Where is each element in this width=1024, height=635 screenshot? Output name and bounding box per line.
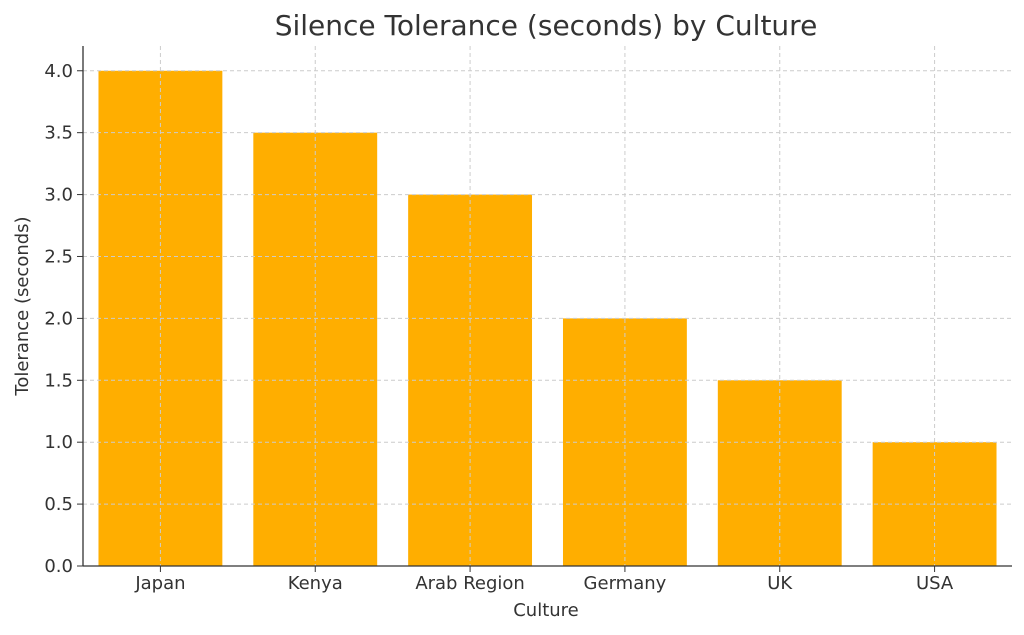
x-tick-label: USA [916,573,954,594]
x-tick-label: Kenya [288,573,343,594]
chart-title: Silence Tolerance (seconds) by Culture [275,9,818,42]
y-tick-label: 3.0 [44,185,73,206]
y-tick-label: 4.0 [44,61,73,82]
x-tick-label: Japan [134,573,185,594]
ticks-layer: 0.0 0.5 1.0 1.5 2.0 2.5 3.0 3.5 4.0 Japan Kenya Ara… [44,61,954,594]
y-tick-label: 1.0 [44,432,73,453]
y-tick-label: 2.5 [44,246,73,267]
x-tick-label: UK [767,573,793,594]
x-tick-label: Arab Region [415,573,525,594]
y-tick-label: 1.5 [44,370,73,391]
y-tick-label: 0.0 [44,556,73,577]
y-axis-title: Tolerance (seconds) [12,216,33,396]
x-tick-label: Germany [584,573,667,594]
x-axis-title: Culture [513,600,579,621]
y-tick-label: 2.0 [44,308,73,329]
y-tick-label: 0.5 [44,494,73,515]
y-tick-label: 3.5 [44,123,73,144]
